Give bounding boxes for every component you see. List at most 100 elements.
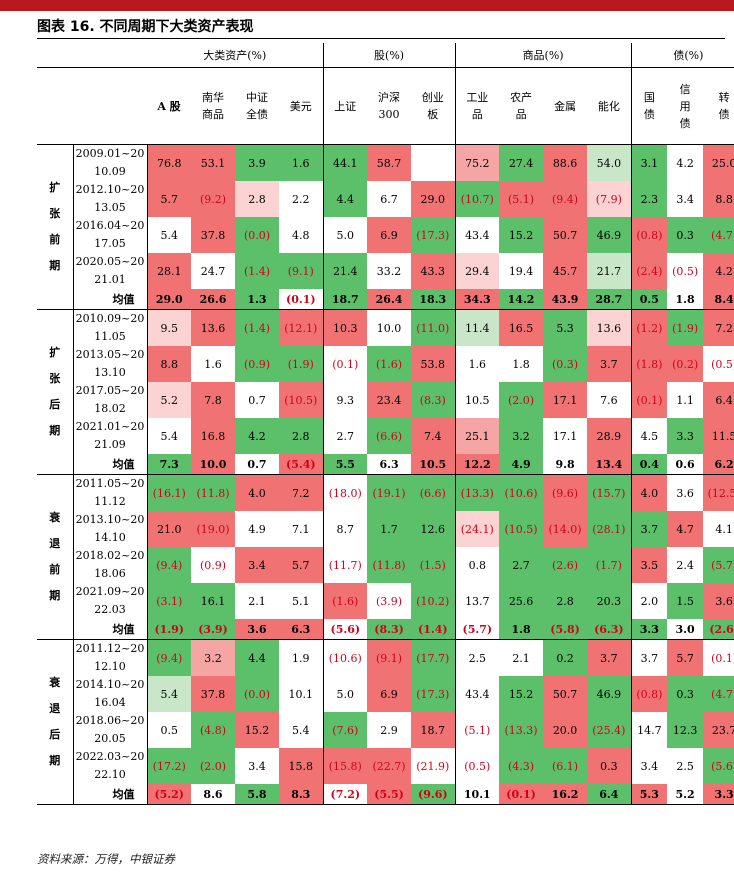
- section-label: 衰退前期: [37, 474, 74, 640]
- value-cell: 15.2: [235, 712, 279, 748]
- column-header-line: 300: [378, 108, 400, 121]
- average-label: 均值: [73, 619, 148, 640]
- average-value-cell: 6.3: [279, 619, 324, 640]
- value-cell: (15.7): [587, 474, 632, 511]
- average-value-cell: 28.7: [587, 289, 632, 310]
- column-header-line: 转: [718, 91, 730, 104]
- column-header-6: 创业板: [411, 67, 456, 145]
- value-cell: 1.6: [455, 346, 500, 382]
- value-cell: 21.4: [323, 253, 368, 289]
- value-cell: (0.3): [543, 346, 588, 382]
- value-cell: 5.1: [279, 583, 324, 619]
- column-header-line: 中证: [246, 91, 268, 104]
- value-cell: 6.7: [367, 181, 412, 217]
- value-cell: (1.9): [667, 309, 704, 346]
- value-cell: 3.6: [667, 474, 704, 511]
- average-label: 均值: [73, 454, 148, 475]
- value-cell: (9.4): [543, 181, 588, 217]
- average-value-cell: (1.4): [411, 619, 456, 640]
- section-label-char: 扩: [49, 181, 61, 194]
- value-cell: 8.8: [147, 346, 191, 382]
- value-cell: 3.4: [235, 547, 279, 583]
- value-cell: 10.5: [455, 382, 500, 418]
- value-cell: 16.5: [499, 309, 544, 346]
- column-header-line: 全债: [246, 108, 268, 121]
- column-header-row: A 股南华 商品 中证 全债 美元 上证 沪深 300 创业板工业品农产品金属 能化国债信用债转债: [37, 67, 734, 145]
- column-header-12: 信用债: [667, 67, 704, 145]
- value-cell: (1.8): [631, 346, 668, 382]
- value-cell: 2.3: [631, 181, 668, 217]
- column-header-line: 南华: [202, 91, 224, 104]
- average-value-cell: (5.7): [455, 619, 500, 640]
- value-cell: (6.6): [367, 418, 412, 454]
- value-cell: (10.2): [411, 583, 456, 619]
- column-header-line: 农产: [510, 91, 533, 104]
- average-value-cell: 12.2: [455, 454, 500, 475]
- value-cell: (17.2): [147, 748, 191, 784]
- value-cell: (22.7): [367, 748, 412, 784]
- value-cell: 13.7: [455, 583, 500, 619]
- average-value-cell: 5.5: [323, 454, 368, 475]
- average-value-cell: 26.6: [191, 289, 235, 310]
- value-cell: 6.9: [367, 676, 412, 712]
- value-cell: 3.7: [631, 639, 668, 676]
- value-cell: (2.6): [543, 547, 588, 583]
- average-value-cell: 0.7: [235, 454, 279, 475]
- group-header-1: 股(%): [323, 43, 456, 68]
- value-cell: (0.5): [703, 346, 734, 382]
- value-cell: 23.7: [703, 712, 734, 748]
- section-label-char: 期: [49, 259, 61, 272]
- asset-performance-table: 大类资产(%) 股(%) 商品(%) 债(%) A 股南华 商品 中证 全债 美元 上证 沪深 300…: [37, 43, 734, 805]
- average-value-cell: 8.3: [279, 784, 324, 805]
- value-cell: 2.2: [279, 181, 324, 217]
- value-cell: 44.1: [323, 144, 368, 181]
- value-cell: (25.4): [587, 712, 632, 748]
- value-cell: 19.4: [499, 253, 544, 289]
- average-value-cell: (3.9): [191, 619, 235, 640]
- average-value-cell: 0.6: [667, 454, 704, 475]
- value-cell: (4.7): [703, 217, 734, 253]
- value-cell: 3.1: [631, 144, 668, 181]
- value-cell: 5.7: [667, 639, 704, 676]
- section-label-char: 退: [49, 702, 61, 715]
- value-cell: 45.7: [543, 253, 588, 289]
- value-cell: 3.3: [667, 418, 704, 454]
- value-cell: 16.1: [191, 583, 235, 619]
- average-value-cell: 18.7: [323, 289, 368, 310]
- value-cell: 7.1: [279, 511, 324, 547]
- value-cell: 1.7: [367, 511, 412, 547]
- column-header-7: 工业品: [455, 67, 500, 145]
- value-cell: 12.3: [667, 712, 704, 748]
- value-cell: (3.1): [147, 583, 191, 619]
- average-value-cell: 7.3: [147, 454, 191, 475]
- period-label: 2010.09~2011.05: [73, 309, 148, 346]
- value-cell: 6.9: [367, 217, 412, 253]
- table-row: 2012.10~2013.05 5.7 (9.2) 2.8 2.2 4.4 6.7 29.0(…: [37, 181, 734, 217]
- value-cell: (21.9): [411, 748, 456, 784]
- column-header-11: 国债: [631, 67, 668, 145]
- value-cell: 3.2: [499, 418, 544, 454]
- period-label: 2012.10~2013.05: [73, 181, 148, 217]
- value-cell: (8.3): [411, 382, 456, 418]
- average-value-cell: 1.3: [235, 289, 279, 310]
- value-cell: 2.5: [667, 748, 704, 784]
- period-label: 2014.10~2016.04: [73, 676, 148, 712]
- value-cell: 9.3: [323, 382, 368, 418]
- figure-title: 图表 16. 不同周期下大类资产表现: [37, 19, 254, 35]
- value-cell: 5.0: [323, 676, 368, 712]
- column-header-line: 能化: [597, 99, 620, 113]
- table-row: 2017.05~2018.02 5.2 7.8 0.7 (10.5) 9.3 23.4 (8.…: [37, 382, 734, 418]
- group-header-0: 大类资产(%): [147, 43, 324, 68]
- value-cell: (19.0): [191, 511, 235, 547]
- value-cell: (1.6): [323, 583, 368, 619]
- value-cell: 5.7: [147, 181, 191, 217]
- header-blank: [37, 43, 147, 68]
- period-label: 2021.09~2022.03: [73, 583, 148, 619]
- value-cell: 21.7: [587, 253, 632, 289]
- value-cell: 8.7: [323, 511, 368, 547]
- value-cell: (24.1): [455, 511, 500, 547]
- table-row: 2016.04~2017.05 5.4 37.8 (0.0) 4.8 5.0 6.9 (17.…: [37, 217, 734, 253]
- value-cell: 4.7: [667, 511, 704, 547]
- period-label: 2011.05~2011.12: [73, 474, 148, 511]
- value-cell: 5.2: [147, 382, 191, 418]
